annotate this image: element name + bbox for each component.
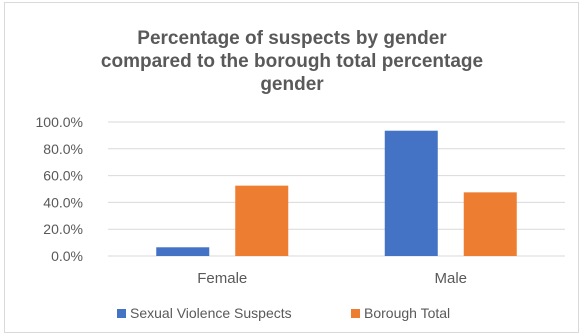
legend-swatch <box>351 309 360 318</box>
legend: Sexual Violence Suspects Borough Total <box>117 305 450 321</box>
y-tick-label: 40.0% <box>43 194 83 210</box>
chart-title-line: gender <box>260 74 324 95</box>
bar <box>463 192 517 256</box>
x-category-label: Female <box>197 270 247 287</box>
legend-label: Sexual Violence Suspects <box>130 305 292 321</box>
bar-chart: Percentage of suspects by gender compare… <box>36 28 565 321</box>
chart-title-line: Percentage of suspects by gender <box>137 28 447 49</box>
legend-swatch <box>117 309 126 318</box>
bar <box>384 130 438 256</box>
y-tick-label: 60.0% <box>43 168 83 184</box>
bar <box>156 247 210 256</box>
bars <box>156 130 517 256</box>
x-axis-categories: Female Male <box>197 270 467 287</box>
legend-label: Borough Total <box>364 305 450 321</box>
x-category-label: Male <box>434 270 467 287</box>
y-tick-label: 80.0% <box>43 141 83 157</box>
y-tick-label: 0.0% <box>51 248 83 264</box>
y-tick-label: 20.0% <box>43 221 83 237</box>
chart-frame: Percentage of suspects by gender compare… <box>4 2 579 333</box>
chart-title: Percentage of suspects by gender compare… <box>101 28 483 95</box>
bar <box>235 185 289 256</box>
y-tick-label: 100.0% <box>36 114 83 130</box>
chart-title-line: compared to the borough total percentage <box>101 51 483 72</box>
y-axis-ticks: 0.0% 20.0% 40.0% 60.0% 80.0% 100.0% <box>36 114 83 264</box>
